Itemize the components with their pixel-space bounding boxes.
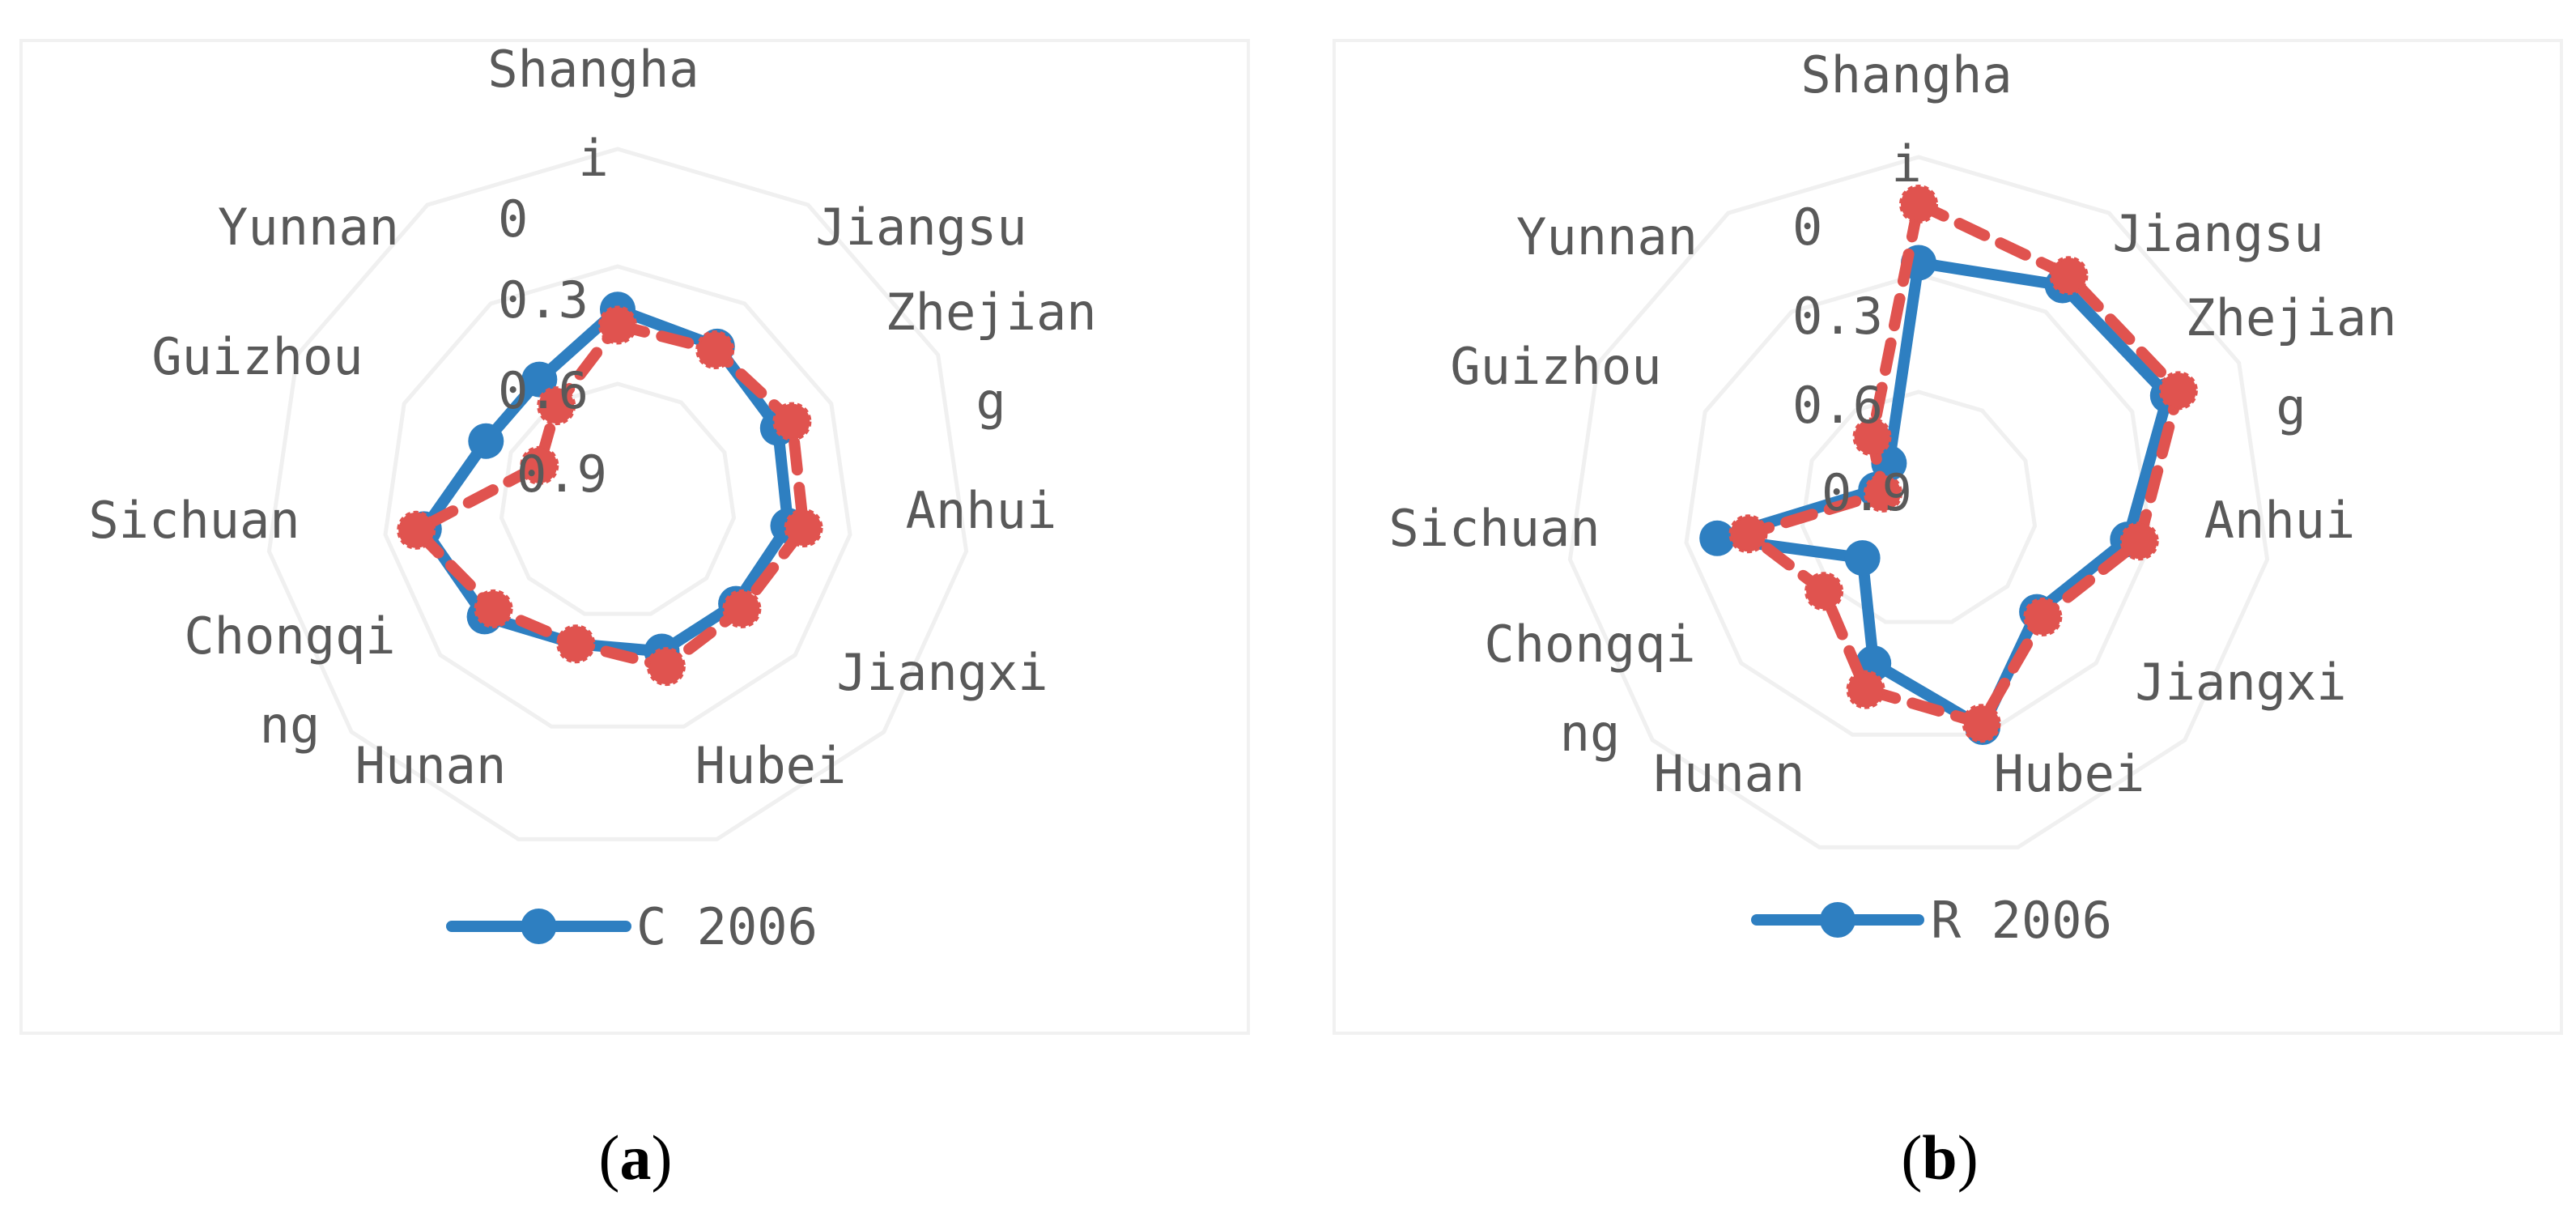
category-label-sichuan: Sichuan [88,491,300,550]
category-label-chongqing: Chongqi ng [184,606,395,755]
series-2-point-jiangsu [2049,256,2089,296]
series-2-point-shanghai [1899,185,1938,223]
series-2-point-hubei [646,647,686,687]
category-label-anhui: Anhui [906,481,1057,540]
legend-label: C 2006 [636,897,818,956]
tick-label: 0.3 [1792,287,1883,346]
category-label-guizhou: Guizhou [151,327,363,386]
category-label-anhui: Anhui [2204,491,2356,550]
caption-a: (a) [598,1122,673,1193]
series-2-point-sichuan [1728,514,1768,554]
grid-ring [266,147,969,841]
series-2-point-yunnan [1852,417,1892,457]
category-label-sichuan: Sichuan [1388,499,1600,558]
tick-label: 0.6 [498,361,589,420]
grid-ring [383,264,852,729]
category-label-jiangsu: Jiangsu [815,198,1027,257]
tick-label: 0 [498,189,528,249]
tick-label: 0.9 [516,445,607,504]
category-label-jiangxi: Jiangxi [2135,653,2346,712]
category-label-hunan: Hunan [355,736,507,795]
series-2-point-chongqing [1804,572,1844,611]
series-2-point-jiangsu [695,330,735,369]
caption-a-letter: a [619,1122,652,1193]
category-label-jiangsu: Jiangsu [2112,204,2323,263]
series-2-point-hunan [556,624,596,664]
series-2-point-zhejiang [2158,371,2198,411]
series-2-point-chongqing [474,589,513,628]
category-label-hubei: Hubei [1994,744,2145,803]
series-2-point-guizhou [1864,473,1902,513]
radar-chart-b: Shangha i Jiangsu Zhejian g Anhui Jiangxi Hubei… [1388,45,2396,950]
series-2-point-hunan [1846,670,1885,709]
series-2-point-sichuan [397,510,436,550]
series-2-point-shanghai [598,305,637,345]
category-label-shanghai: Shangha i [1800,45,2012,194]
category-label-shanghai: Shangha i [487,42,699,188]
series-1-point-sichuan [1699,520,1736,556]
tick-label: 0.6 [1792,376,1883,435]
caption-b: (b) [1901,1122,1979,1193]
tick-label: 0.9 [1821,463,1912,522]
category-label-zhejiang: Zhejian g [2185,288,2396,436]
legend-swatch-marker [521,909,557,944]
category-label-hunan: Hunan [1654,744,1805,803]
grid-ring [499,381,737,616]
series-2-point-anhui [784,509,823,547]
category-label-hubei: Hubei [695,736,847,795]
series-2-point-anhui [2119,521,2159,561]
series-1-point-chongqing [1844,540,1881,577]
radar-chart-panel-b: Shangha i Jiangsu Zhejian g Anhui Jiangxi Hubei… [1333,39,2563,1035]
radar-chart-a: Shangha i Jiangsu Zhejian g Anhui Jiangxi Hubei… [88,42,1096,956]
category-label-jiangxi: Jiangxi [836,643,1048,702]
radar-chart-panel-a: Shangha i Jiangsu Zhejian g Anhui Jiangxi Hubei… [19,39,1250,1035]
grid-ring [1567,155,2270,849]
category-label-yunnan: Yunnan [218,198,399,257]
series-2-point-guizhou [520,445,559,485]
series-2-point-jiangxi [722,589,762,628]
category-label-chongqing: Chongqi ng [1484,615,1695,763]
tick-label: 0 [1792,198,1822,257]
series-2-point-jiangxi [2023,597,2063,636]
series-2-point-yunnan [537,386,576,426]
category-label-yunnan: Yunnan [1516,207,1698,266]
caption-b-letter: b [1922,1122,1958,1193]
series-1-point-guizhou [468,423,504,459]
category-label-guizhou: Guizhou [1450,337,1661,396]
grid-ring [1684,272,2153,737]
legend-label: R 2006 [1931,891,2112,950]
legend-swatch-marker [1820,902,1855,938]
category-label-zhejiang: Zhejian g [885,283,1096,431]
series-2-point-zhejiang [772,402,812,441]
grid-ring [1800,389,2038,624]
series-2-point-hubei [1962,704,2001,743]
tick-label: 0.3 [498,270,589,330]
